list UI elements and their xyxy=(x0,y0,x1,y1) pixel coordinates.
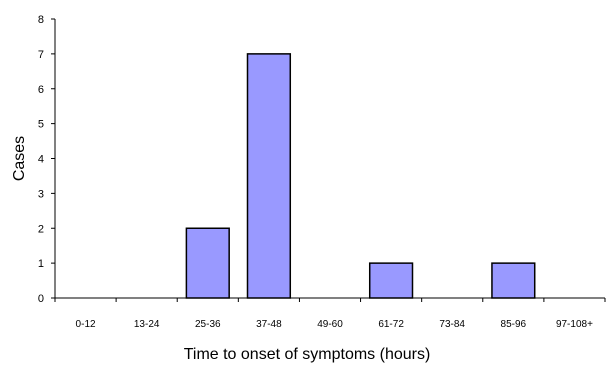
x-tick-label: 25-36 xyxy=(195,319,221,330)
bar-25-36 xyxy=(185,227,230,299)
bar-85-96 xyxy=(491,262,536,299)
x-tick-label: 0-12 xyxy=(76,319,96,330)
y-tick-label: 4 xyxy=(38,154,44,166)
x-tick-label: 61-72 xyxy=(378,319,404,330)
bar-61-72 xyxy=(368,262,414,299)
x-tick-label: 85-96 xyxy=(501,319,527,330)
y-tick-label: 3 xyxy=(38,188,44,200)
x-tick-label: 97-108+ xyxy=(556,319,593,330)
y-tick-label: 1 xyxy=(38,258,44,270)
bar-37-48 xyxy=(246,53,292,299)
y-axis-ticks: 0 1 2 3 4 5 6 7 8 xyxy=(38,14,55,305)
x-axis-ticks: 0-12 13-24 25-36 37-48 49-60 61-72 73-84 85-96 9… xyxy=(54,298,606,330)
y-tick-label: 7 xyxy=(38,49,44,61)
y-axis-title: Cases xyxy=(11,136,28,181)
y-tick-label: 0 xyxy=(38,293,44,305)
y-tick-label: 8 xyxy=(38,14,44,26)
x-tick-label: 13-24 xyxy=(134,319,160,330)
x-axis-title: Time to onset of symptoms (hours) xyxy=(184,346,431,363)
y-tick-label: 6 xyxy=(38,84,44,96)
x-tick-label: 37-48 xyxy=(256,319,282,330)
x-tick-label: 73-84 xyxy=(439,319,465,330)
x-tick-label: 49-60 xyxy=(317,319,343,330)
y-tick-label: 5 xyxy=(38,119,44,131)
y-tick-label: 2 xyxy=(38,223,44,235)
bars xyxy=(185,53,536,299)
